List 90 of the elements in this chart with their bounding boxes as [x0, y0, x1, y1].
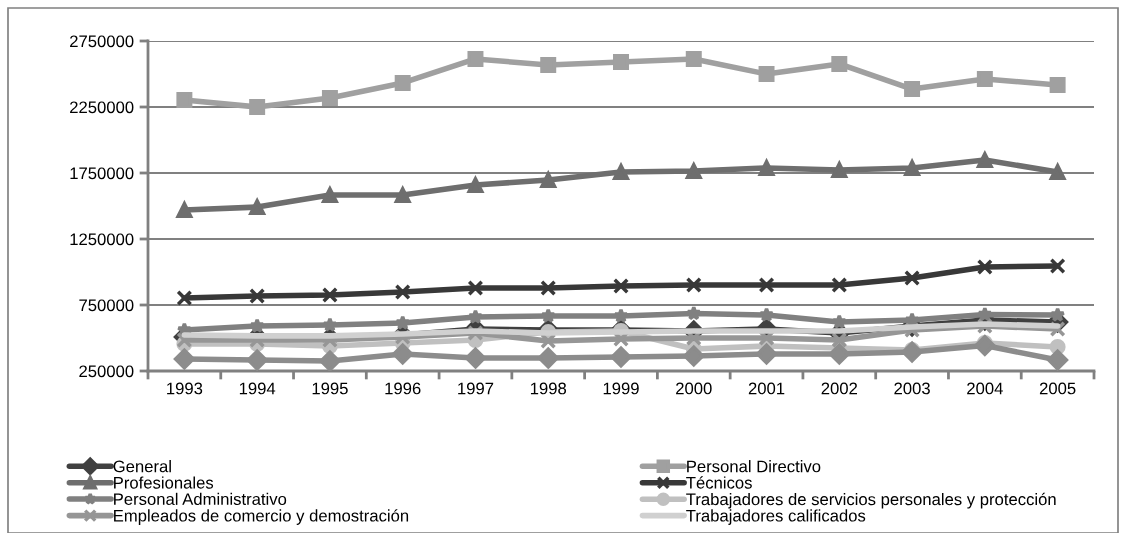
point [467, 177, 484, 193]
point [758, 276, 775, 293]
point [394, 74, 411, 91]
point [321, 90, 338, 107]
point [176, 290, 193, 306]
point [976, 258, 993, 275]
point [831, 55, 848, 72]
y-tick-label: 250000 [79, 365, 134, 378]
point [831, 276, 848, 293]
x-tick-label: 2004 [967, 382, 1003, 395]
point [683, 345, 705, 367]
point [249, 318, 265, 333]
point [395, 314, 411, 330]
point [176, 92, 193, 108]
x-tick-label: 1996 [385, 382, 421, 395]
point [467, 50, 484, 67]
point [319, 350, 341, 371]
legend-label: Técnicos [686, 476, 752, 489]
x-tick-label: 2005 [1039, 382, 1076, 395]
x-tick-label: 1995 [312, 382, 348, 395]
point [540, 307, 556, 323]
point [613, 54, 629, 70]
point [976, 71, 993, 88]
y-tick-label: 750000 [79, 299, 134, 312]
point [540, 57, 557, 74]
x-tick-label: 2000 [676, 382, 712, 395]
point [249, 288, 266, 305]
point [321, 187, 338, 204]
point [322, 317, 338, 332]
point [828, 343, 850, 365]
point [1047, 349, 1069, 371]
legend-label: Trabajadores de servicios personales y protección [686, 492, 1056, 509]
legend-label: Profesionales [114, 476, 214, 489]
point [173, 348, 195, 370]
point [904, 159, 921, 176]
point [613, 163, 629, 180]
point [685, 163, 702, 180]
point [831, 161, 848, 178]
point [613, 307, 629, 323]
y-tick-label: 1250000 [70, 233, 134, 246]
x-tick-label: 2001 [748, 382, 785, 395]
point [394, 187, 411, 204]
point [540, 279, 557, 296]
point [394, 283, 411, 300]
point [321, 286, 338, 303]
x-tick-label: 2003 [894, 382, 930, 395]
point [613, 278, 629, 294]
legend-label: General [113, 460, 171, 473]
point [1049, 307, 1066, 322]
point [1049, 76, 1066, 93]
x-tick-label: 1999 [603, 382, 639, 395]
point [467, 309, 484, 324]
point [249, 199, 266, 216]
point [1049, 163, 1066, 180]
point [537, 347, 559, 369]
point [467, 279, 484, 296]
x-tick-label: 1998 [530, 382, 567, 395]
point [758, 159, 775, 176]
point [685, 276, 702, 293]
point [686, 305, 702, 321]
point [904, 81, 921, 98]
point [831, 314, 847, 329]
legend-label: Trabajadores calificados [686, 509, 866, 525]
point [901, 341, 923, 363]
x-tick-label: 2002 [821, 382, 858, 395]
point [974, 334, 996, 357]
x-tick-label: 1993 [167, 382, 203, 395]
point [246, 349, 268, 371]
point [758, 307, 775, 322]
point [904, 269, 921, 286]
point [758, 66, 775, 82]
y-tick-label: 2750000 [70, 35, 134, 48]
legend-label: Personal Directivo [687, 460, 821, 473]
point [977, 306, 993, 322]
x-tick-label: 1994 [239, 382, 276, 395]
point [1049, 258, 1066, 275]
point [610, 346, 632, 368]
point [464, 347, 487, 369]
point [540, 172, 557, 188]
point [755, 343, 778, 365]
point [249, 99, 266, 115]
legend-label: Personal Administrativo [114, 492, 287, 506]
y-tick-label: 1750000 [70, 167, 134, 180]
point [685, 50, 702, 67]
point [392, 343, 414, 365]
point [176, 201, 193, 218]
legend-label: Empleados de comercio y demostración [114, 509, 409, 525]
point [976, 152, 993, 169]
y-tick-label: 2250000 [70, 101, 134, 114]
x-tick-label: 1997 [458, 382, 494, 395]
